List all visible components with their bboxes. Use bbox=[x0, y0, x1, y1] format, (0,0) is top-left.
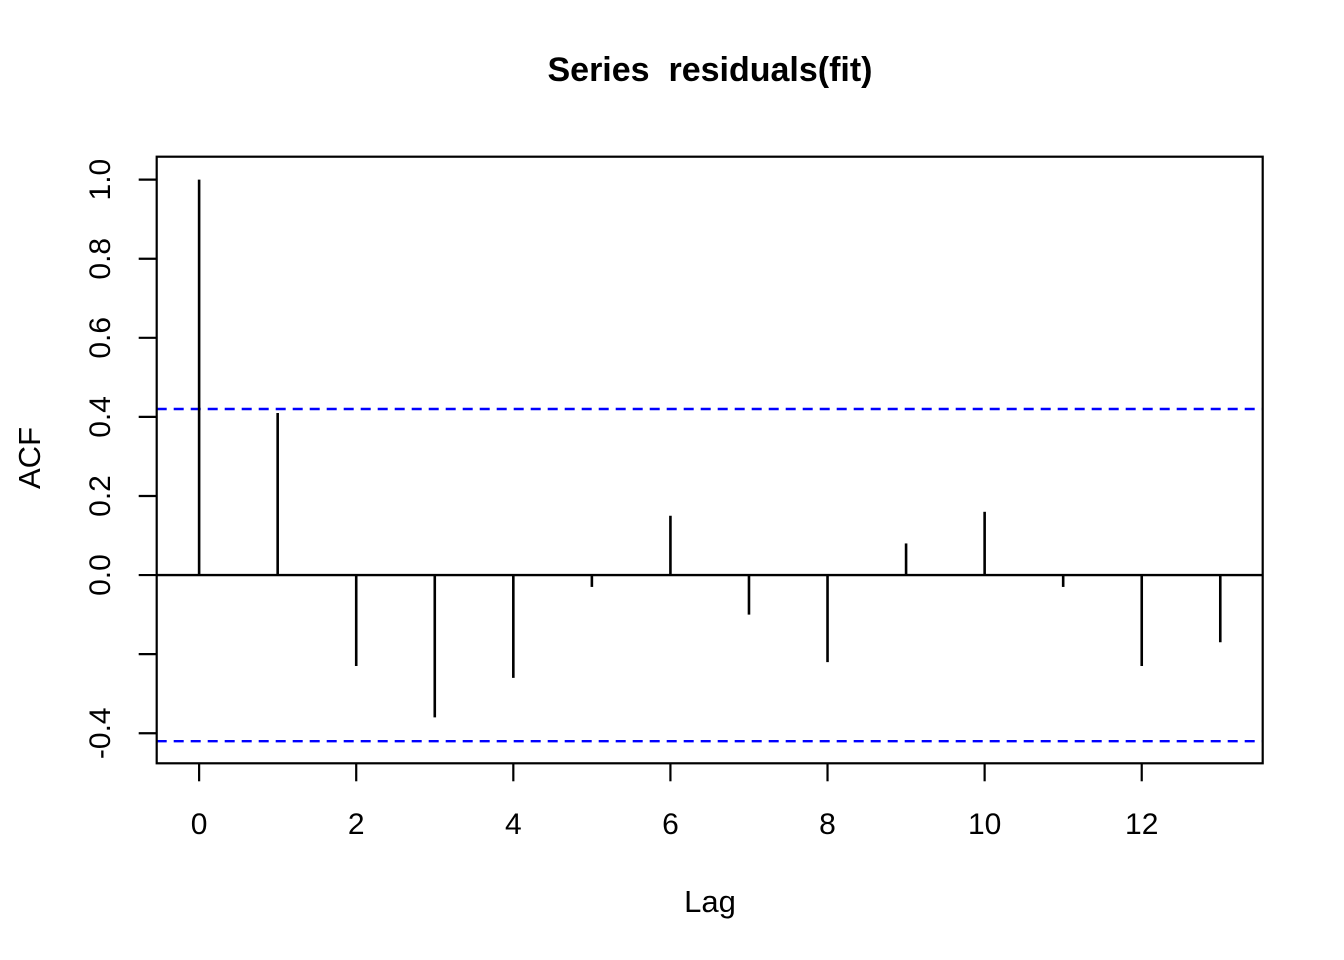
x-tick-label-6: 6 bbox=[662, 808, 679, 841]
y-tick-label--0.4: -0.4 bbox=[84, 707, 117, 759]
y-axis-label: ACF bbox=[12, 427, 47, 489]
x-tick-label-0: 0 bbox=[191, 808, 208, 841]
x-tick-label-8: 8 bbox=[819, 808, 836, 841]
x-axis-label: Lag bbox=[684, 884, 736, 919]
x-tick-label-2: 2 bbox=[348, 808, 365, 841]
y-tick-label-0.4: 0.4 bbox=[84, 396, 117, 438]
y-tick-label-0.8: 0.8 bbox=[84, 238, 117, 280]
x-tick-label-12: 12 bbox=[1125, 808, 1158, 841]
y-tick-label-0.0: 0.0 bbox=[84, 554, 117, 596]
y-tick-label-0.6: 0.6 bbox=[84, 317, 117, 359]
chart-title: Series residuals(fit) bbox=[547, 51, 873, 89]
x-tick-label-4: 4 bbox=[505, 808, 522, 841]
y-tick-label-1.0: 1.0 bbox=[84, 159, 117, 201]
y-tick-label-0.2: 0.2 bbox=[84, 475, 117, 517]
x-tick-label-10: 10 bbox=[968, 808, 1001, 841]
plot-box bbox=[155, 155, 1264, 765]
